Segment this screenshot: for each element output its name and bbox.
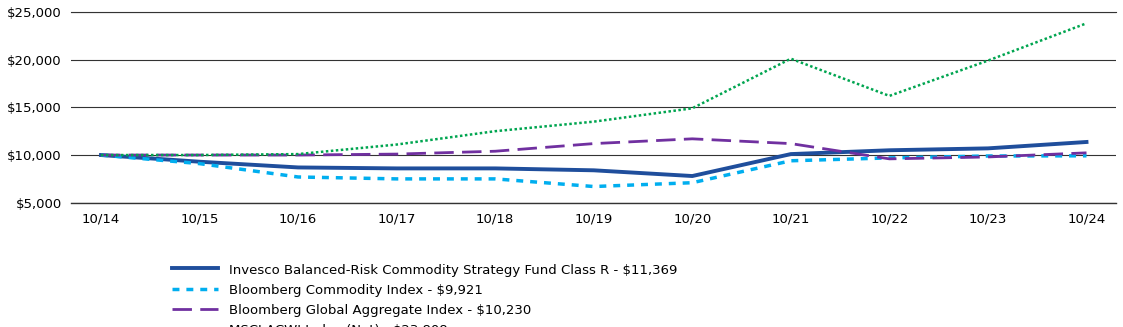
Legend: Invesco Balanced-Risk Commodity Strategy Fund Class R - $11,369, Bloomberg Commo: Invesco Balanced-Risk Commodity Strategy… [172,263,677,327]
